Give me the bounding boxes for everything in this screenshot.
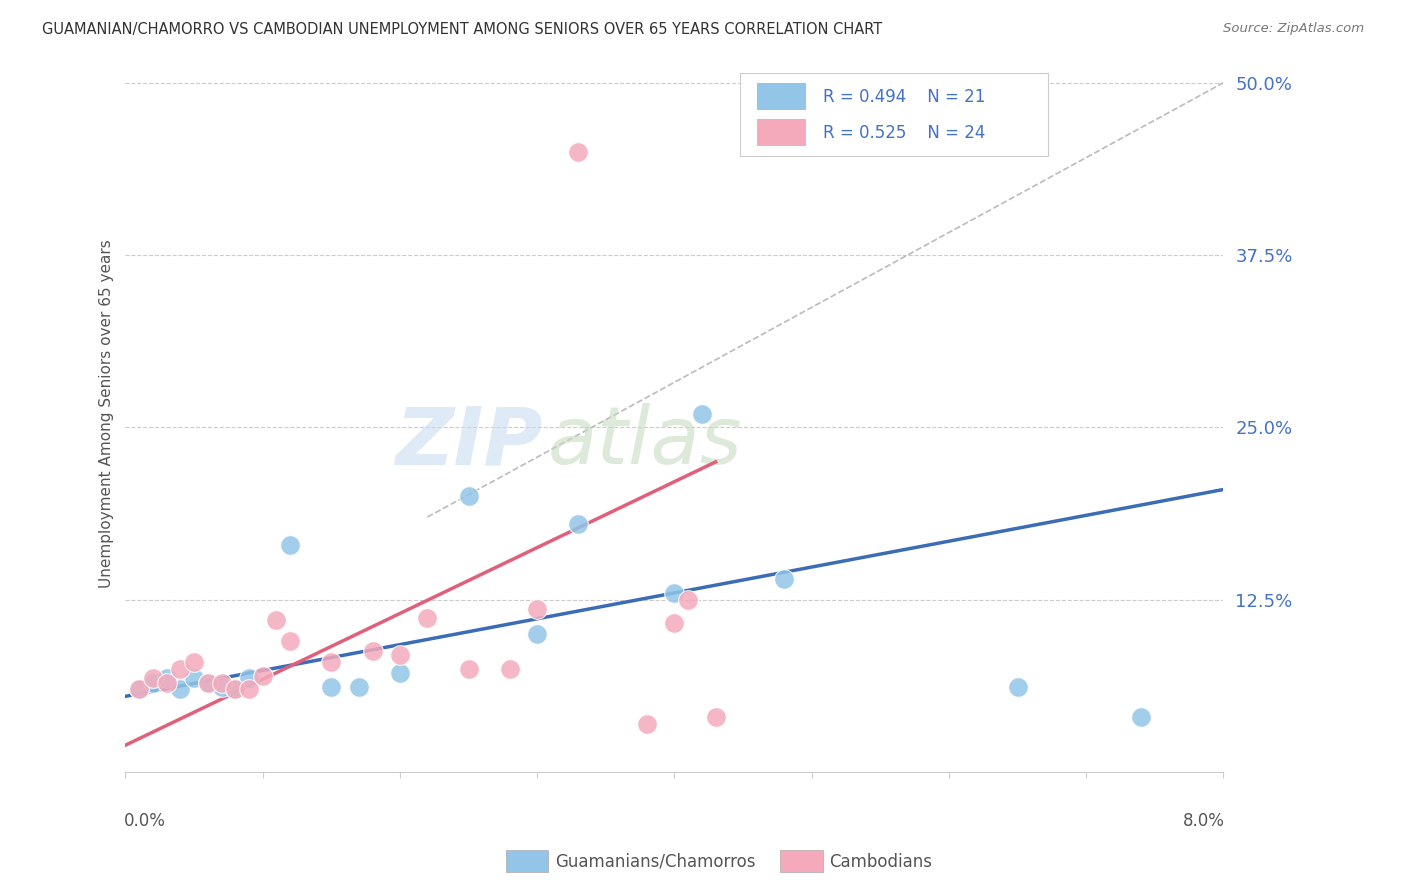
Text: 8.0%: 8.0% <box>1182 812 1225 830</box>
Point <box>676 592 699 607</box>
Point <box>252 668 274 682</box>
Text: Cambodians: Cambodians <box>830 853 932 871</box>
Point <box>197 675 219 690</box>
FancyBboxPatch shape <box>741 73 1047 155</box>
Point <box>128 682 150 697</box>
Point <box>169 682 191 697</box>
Point <box>238 682 260 697</box>
Point <box>183 672 205 686</box>
Point <box>499 662 522 676</box>
Point <box>169 662 191 676</box>
Point <box>278 634 301 648</box>
Point <box>416 611 439 625</box>
Point <box>690 407 713 421</box>
Point <box>142 672 165 686</box>
Point <box>347 680 370 694</box>
Point <box>388 665 411 680</box>
Point <box>457 489 479 503</box>
Point <box>238 672 260 686</box>
Point <box>142 675 165 690</box>
Point <box>278 538 301 552</box>
Point <box>773 572 796 586</box>
Point <box>321 655 343 669</box>
Point <box>567 145 589 159</box>
Point <box>266 614 288 628</box>
Point <box>636 717 658 731</box>
Point <box>128 682 150 697</box>
Point <box>156 672 179 686</box>
Text: Guamanians/Chamorros: Guamanians/Chamorros <box>555 853 756 871</box>
Point <box>1007 680 1029 694</box>
Bar <box>756 119 806 146</box>
Point <box>197 675 219 690</box>
Point <box>1130 710 1153 724</box>
Point <box>526 627 548 641</box>
Point <box>321 680 343 694</box>
Point <box>211 675 233 690</box>
Point <box>704 710 727 724</box>
Point <box>388 648 411 662</box>
Point <box>664 616 686 631</box>
Text: GUAMANIAN/CHAMORRO VS CAMBODIAN UNEMPLOYMENT AMONG SENIORS OVER 65 YEARS CORRELA: GUAMANIAN/CHAMORRO VS CAMBODIAN UNEMPLOY… <box>42 22 883 37</box>
Point <box>567 516 589 531</box>
Bar <box>756 83 806 111</box>
Point <box>224 682 246 697</box>
Point <box>664 586 686 600</box>
Text: atlas: atlas <box>548 403 742 482</box>
Y-axis label: Unemployment Among Seniors over 65 years: Unemployment Among Seniors over 65 years <box>100 239 114 588</box>
Text: R = 0.525    N = 24: R = 0.525 N = 24 <box>823 124 986 142</box>
Text: 0.0%: 0.0% <box>124 812 166 830</box>
Point <box>457 662 479 676</box>
Point <box>156 675 179 690</box>
Text: Source: ZipAtlas.com: Source: ZipAtlas.com <box>1223 22 1364 36</box>
Text: ZIP: ZIP <box>395 403 543 482</box>
Point <box>211 680 233 694</box>
Point <box>361 644 384 658</box>
Text: R = 0.494    N = 21: R = 0.494 N = 21 <box>823 87 986 106</box>
Point <box>183 655 205 669</box>
Point <box>224 682 246 697</box>
Point <box>526 602 548 616</box>
